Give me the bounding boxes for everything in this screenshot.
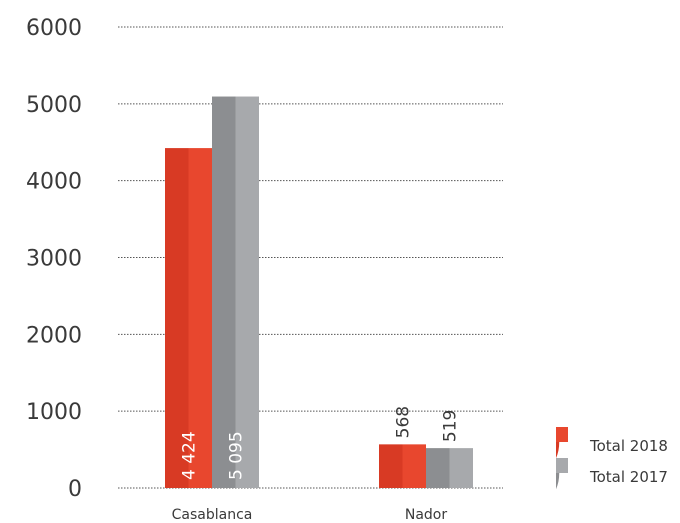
bar: [165, 148, 212, 488]
bar: [212, 96, 259, 488]
y-tick-label: 6000: [26, 16, 82, 41]
bar-shade: [379, 444, 403, 488]
bar-face: [402, 444, 426, 488]
category-label: Casablanca: [172, 507, 253, 523]
bar: [426, 448, 473, 488]
bars: 4 424 5 095 568 519: [165, 96, 473, 488]
data-label: 519: [441, 410, 461, 442]
bar-face: [449, 448, 473, 488]
y-tick-label: 5000: [26, 93, 82, 118]
legend-swatch-face: [556, 427, 568, 442]
data-label: 4 424: [180, 431, 200, 480]
bar-shade: [212, 96, 236, 488]
y-tick-label: 0: [68, 477, 82, 502]
bar: [379, 444, 426, 488]
y-axis-ticks: 0 1000 2000 3000 4000 5000 6000: [26, 16, 82, 502]
legend: Total 2018 Total 2017: [556, 427, 668, 490]
data-label: 5 095: [227, 431, 247, 480]
legend-label: Total 2018: [589, 437, 668, 455]
y-tick-label: 1000: [26, 400, 82, 425]
data-label: 568: [394, 406, 414, 438]
category-labels: Casablanca Nador: [172, 507, 448, 523]
legend-item: Total 2018: [556, 427, 668, 459]
bar-face: [188, 148, 212, 488]
y-tick-label: 3000: [26, 247, 82, 272]
y-tick-label: 4000: [26, 170, 82, 195]
bar-shade: [165, 148, 189, 488]
legend-swatch-face: [556, 458, 568, 473]
legend-label: Total 2017: [589, 468, 668, 486]
category-label: Nador: [405, 507, 448, 523]
legend-item: Total 2017: [556, 458, 668, 490]
bar-shade: [426, 448, 450, 488]
y-tick-label: 2000: [26, 323, 82, 348]
bar-face: [235, 96, 259, 488]
